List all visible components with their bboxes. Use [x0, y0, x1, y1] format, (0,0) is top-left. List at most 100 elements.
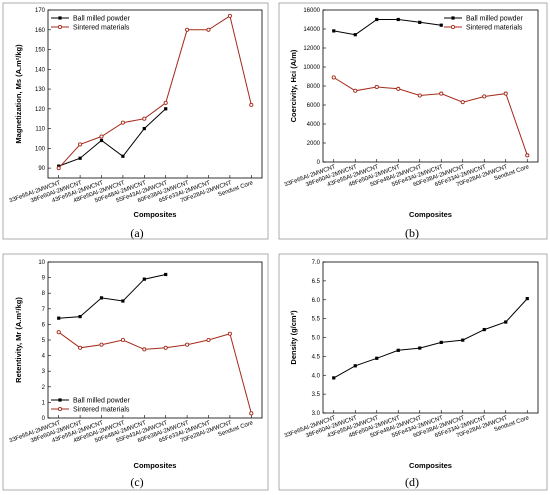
- data-point: [249, 411, 254, 416]
- data-point: [121, 154, 125, 158]
- chart-c: 01234567891033Fe65Al-2MWCNT38Fe60Al-2MWC…: [2, 253, 269, 491]
- data-point: [78, 142, 83, 147]
- legend: Ball milled powder Sintered materials: [444, 15, 523, 31]
- y-tick-label: 14000: [303, 27, 320, 33]
- y-tick-label: 3.0: [312, 411, 321, 417]
- data-point: [227, 331, 232, 336]
- legend-marker: [58, 16, 62, 20]
- legend-entry: Sintered materials: [466, 24, 523, 31]
- data-point: [504, 320, 508, 324]
- data-point: [525, 153, 530, 158]
- data-point: [120, 337, 125, 343]
- data-point: [439, 91, 444, 96]
- data-point: [56, 166, 61, 171]
- y-tick-label: 1: [42, 400, 46, 406]
- y-tick-label: 6: [42, 322, 46, 328]
- data-point: [460, 100, 465, 105]
- data-point: [332, 376, 336, 380]
- plot-area: [47, 261, 263, 419]
- series-ball-milled-powder: [57, 272, 168, 320]
- data-point: [439, 340, 443, 345]
- data-point: [206, 27, 211, 32]
- plot-area: [47, 9, 263, 179]
- data-point: [227, 13, 232, 18]
- y-tick-label: 4.5: [312, 354, 321, 360]
- series-sintered-materials: [56, 13, 254, 171]
- y-tick-label: 8: [42, 291, 46, 297]
- data-point: [461, 338, 465, 342]
- panel-frame: [278, 253, 548, 491]
- data-point: [417, 93, 422, 98]
- data-point: [142, 347, 147, 352]
- y-axis-title: Retentivity, Mr (A.m²/kg): [14, 297, 23, 383]
- data-point: [396, 86, 401, 91]
- y-axis-title: Coercivity, Hci (A/m): [289, 49, 298, 122]
- panel-label: (b): [405, 226, 419, 240]
- y-tick-label: 130: [35, 87, 46, 93]
- data-point: [142, 116, 147, 121]
- series-ball-milled-powder: [332, 17, 443, 37]
- panel-label: (c): [130, 475, 143, 489]
- data-point: [375, 17, 379, 22]
- x-axis-title: Composites: [409, 461, 452, 470]
- series-line: [58, 15, 252, 169]
- legend-entry: Sintered materials: [73, 406, 130, 413]
- data-point: [163, 100, 168, 105]
- legend-entry: Ball milled powder: [466, 15, 523, 22]
- y-tick-label: 12000: [303, 46, 320, 52]
- y-tick-label: 90: [38, 166, 45, 172]
- y-tick-label: 160: [35, 28, 46, 34]
- y-tick-label: 0: [317, 160, 321, 166]
- legend-marker: [57, 24, 63, 30]
- data-point: [185, 27, 190, 32]
- data-point: [353, 88, 358, 93]
- data-point: [164, 107, 168, 111]
- data-point: [503, 91, 508, 96]
- data-point: [482, 94, 487, 99]
- y-tick-label: 16000: [303, 8, 320, 14]
- series-ball-milled-powder: [332, 297, 529, 380]
- y-tick-label: 5.5: [312, 317, 321, 323]
- data-point: [525, 297, 529, 301]
- data-point: [185, 342, 190, 347]
- y-tick-label: 3: [42, 369, 46, 375]
- y-tick-label: 2000: [307, 141, 321, 147]
- data-point: [482, 327, 486, 332]
- series-line: [333, 19, 442, 36]
- data-point: [353, 33, 357, 37]
- legend-marker: [57, 406, 63, 412]
- data-point: [332, 29, 336, 33]
- plot-area: [322, 261, 539, 414]
- data-point: [374, 84, 379, 89]
- series-line: [58, 331, 252, 414]
- data-point: [396, 348, 400, 352]
- y-tick-label: 5: [42, 338, 46, 344]
- panel-label: (a): [130, 226, 143, 240]
- y-tick-label: 170: [35, 8, 46, 14]
- data-point: [375, 356, 379, 360]
- y-tick-label: 6.0: [312, 298, 321, 304]
- series-line: [333, 298, 528, 379]
- series-line: [58, 108, 167, 167]
- y-tick-label: 150: [35, 48, 46, 54]
- legend: Ball milled powder Sintered materials: [51, 397, 130, 413]
- data-point: [99, 342, 104, 347]
- data-point: [396, 17, 400, 22]
- y-tick-label: 5.0: [312, 336, 321, 342]
- y-tick-label: 3.5: [312, 392, 321, 398]
- y-tick-label: 140: [35, 67, 46, 73]
- y-tick-label: 7.0: [312, 260, 321, 266]
- y-tick-label: 10: [38, 260, 45, 266]
- y-tick-label: 4.0: [312, 373, 321, 379]
- data-point: [78, 345, 83, 350]
- y-tick-label: 8000: [307, 84, 321, 90]
- panel-frame: [2, 253, 269, 491]
- y-tick-label: 100: [35, 146, 46, 152]
- data-point: [206, 337, 211, 343]
- data-point: [99, 138, 104, 143]
- data-point: [249, 102, 254, 107]
- legend-marker: [450, 24, 456, 30]
- data-point: [78, 315, 82, 319]
- data-point: [164, 272, 168, 277]
